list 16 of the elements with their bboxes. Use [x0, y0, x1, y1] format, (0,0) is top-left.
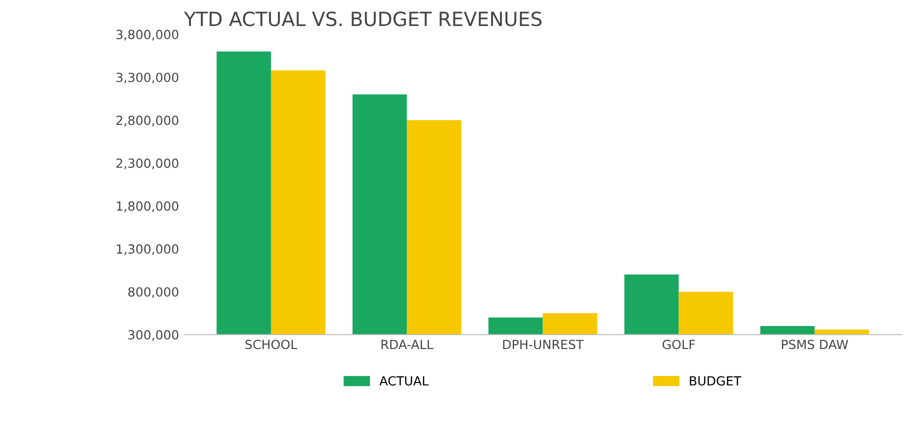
y-tick-label: 2,300,000 — [116, 158, 178, 170]
x-tick-label: RDA-ALL — [382, 340, 434, 349]
chart-title: YTD ACTUAL VS. BUDGET REVENUES — [184, 12, 542, 26]
y-tick-label: 1,800,000 — [116, 201, 178, 212]
legend-label: BUDGET — [690, 376, 742, 386]
y-tick-label: 3,300,000 — [116, 72, 178, 84]
x-tick-label: PSMS DAW — [782, 340, 848, 350]
x-tick-label: GOLF — [662, 340, 695, 350]
y-tick-label: 300,000 — [128, 330, 178, 341]
legend-label: ACTUAL — [379, 376, 429, 386]
y-tick-label: 2,800,000 — [116, 116, 178, 126]
x-tick-label: DPH-UNREST — [503, 340, 584, 350]
x-tick-label: SCHOOL — [245, 340, 298, 350]
y-tick-label: 3,800,000 — [116, 30, 178, 41]
y-tick-label: 1,300,000 — [116, 244, 178, 256]
y-tick-label: 800,000 — [128, 287, 178, 298]
